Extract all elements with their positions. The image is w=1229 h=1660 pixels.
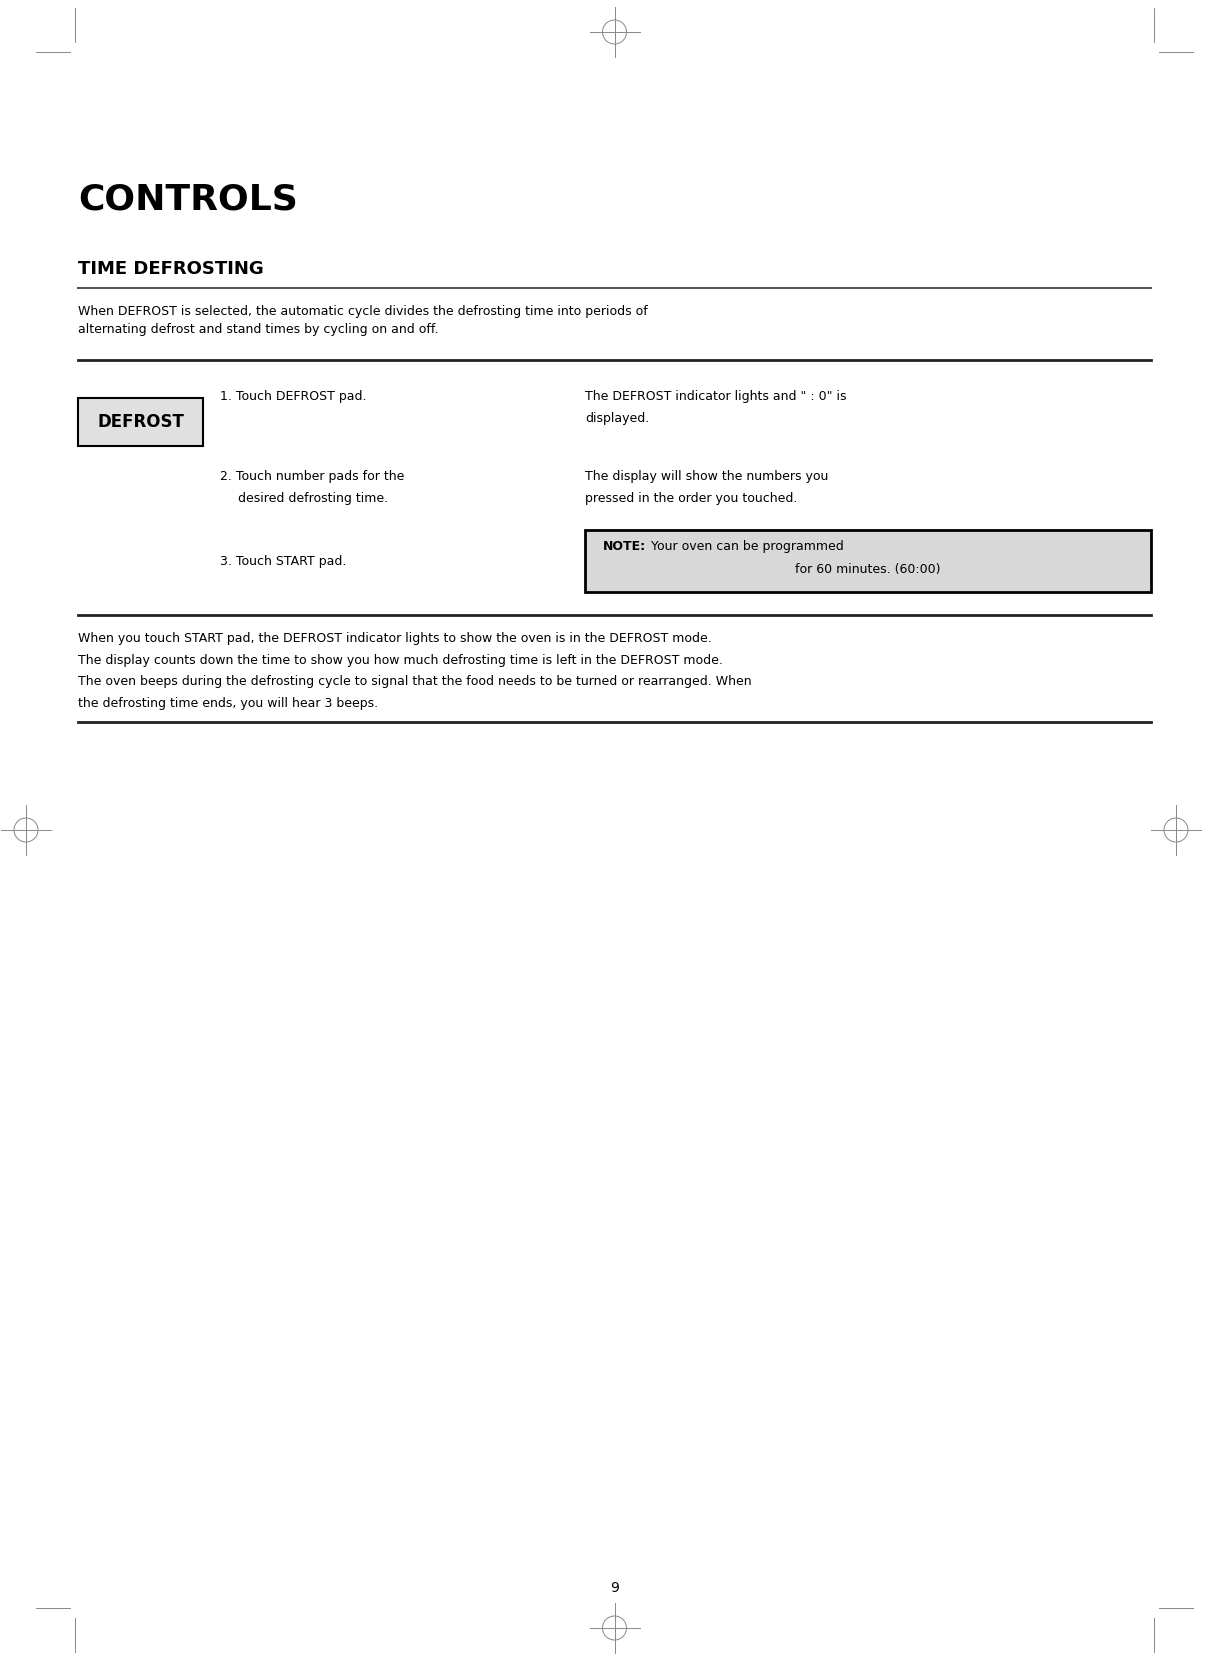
- Text: the defrosting time ends, you will hear 3 beeps.: the defrosting time ends, you will hear …: [77, 697, 379, 709]
- FancyBboxPatch shape: [77, 398, 203, 447]
- FancyBboxPatch shape: [585, 530, 1152, 593]
- Text: 3. Touch START pad.: 3. Touch START pad.: [220, 554, 347, 568]
- Text: TIME DEFROSTING: TIME DEFROSTING: [77, 261, 264, 277]
- Text: When you touch START pad, the DEFROST indicator lights to show the oven is in th: When you touch START pad, the DEFROST in…: [77, 632, 712, 646]
- Text: 1. Touch DEFROST pad.: 1. Touch DEFROST pad.: [220, 390, 366, 403]
- Text: When DEFROST is selected, the automatic cycle divides the defrosting time into p: When DEFROST is selected, the automatic …: [77, 305, 648, 335]
- Text: NOTE:: NOTE:: [603, 540, 646, 553]
- Text: pressed in the order you touched.: pressed in the order you touched.: [585, 491, 798, 505]
- Text: desired defrosting time.: desired defrosting time.: [238, 491, 388, 505]
- Text: for 60 minutes. (60:00): for 60 minutes. (60:00): [795, 563, 940, 576]
- Text: DEFROST: DEFROST: [97, 413, 184, 432]
- Text: 9: 9: [610, 1580, 619, 1595]
- Text: CONTROLS: CONTROLS: [77, 183, 297, 216]
- Text: The display will show the numbers you: The display will show the numbers you: [585, 470, 828, 483]
- Text: The DEFROST indicator lights and " : 0" is: The DEFROST indicator lights and " : 0" …: [585, 390, 847, 403]
- Text: Your oven can be programmed: Your oven can be programmed: [646, 540, 844, 553]
- Text: The oven beeps during the defrosting cycle to signal that the food needs to be t: The oven beeps during the defrosting cyc…: [77, 676, 752, 687]
- Text: The display counts down the time to show you how much defrosting time is left in: The display counts down the time to show…: [77, 654, 723, 667]
- Text: displayed.: displayed.: [585, 412, 649, 425]
- Text: 2. Touch number pads for the: 2. Touch number pads for the: [220, 470, 404, 483]
